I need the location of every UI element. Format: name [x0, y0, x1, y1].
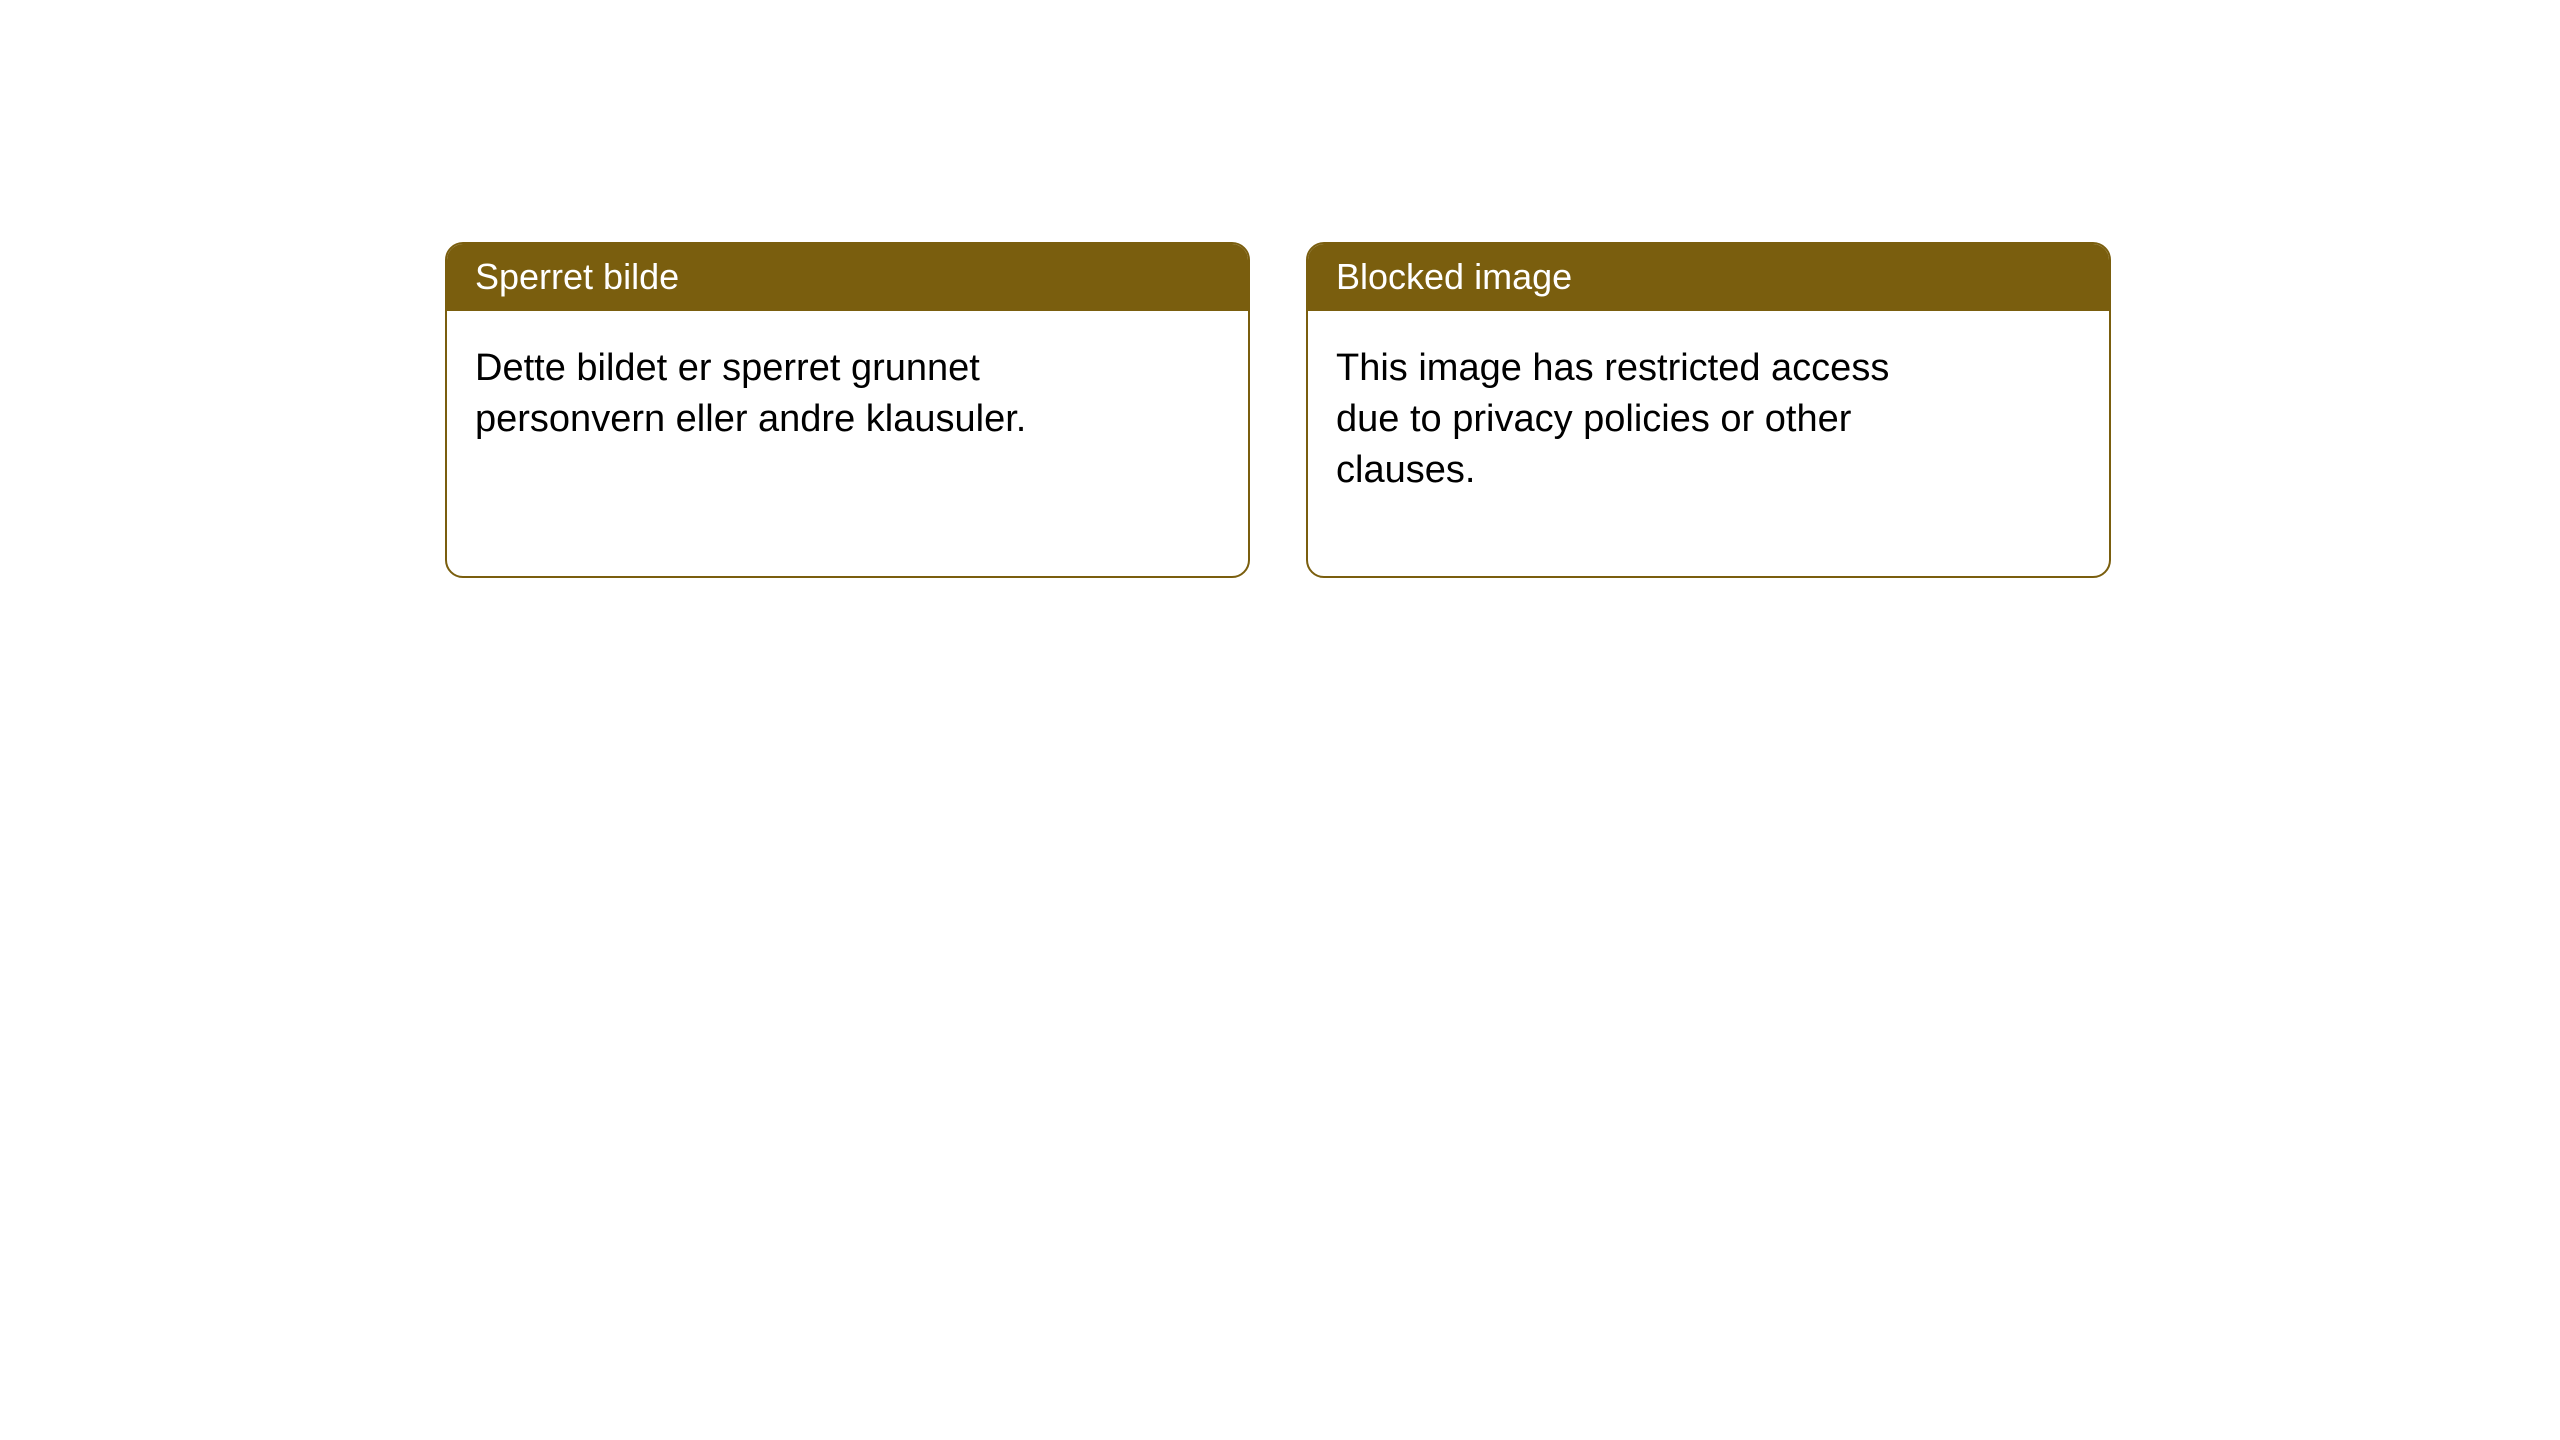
notices-container: Sperret bilde Dette bildet er sperret gr… — [0, 0, 2560, 578]
notice-box-norwegian: Sperret bilde Dette bildet er sperret gr… — [445, 242, 1250, 578]
notice-body: This image has restricted access due to … — [1308, 311, 1988, 529]
notice-body-text: This image has restricted access due to … — [1336, 347, 1889, 492]
notice-box-english: Blocked image This image has restricted … — [1306, 242, 2111, 578]
notice-header: Blocked image — [1308, 244, 2109, 311]
notice-header: Sperret bilde — [447, 244, 1248, 311]
notice-title: Blocked image — [1336, 256, 1572, 297]
notice-body: Dette bildet er sperret grunnet personve… — [447, 311, 1127, 478]
notice-title: Sperret bilde — [475, 256, 679, 297]
notice-body-text: Dette bildet er sperret grunnet personve… — [475, 347, 1026, 440]
